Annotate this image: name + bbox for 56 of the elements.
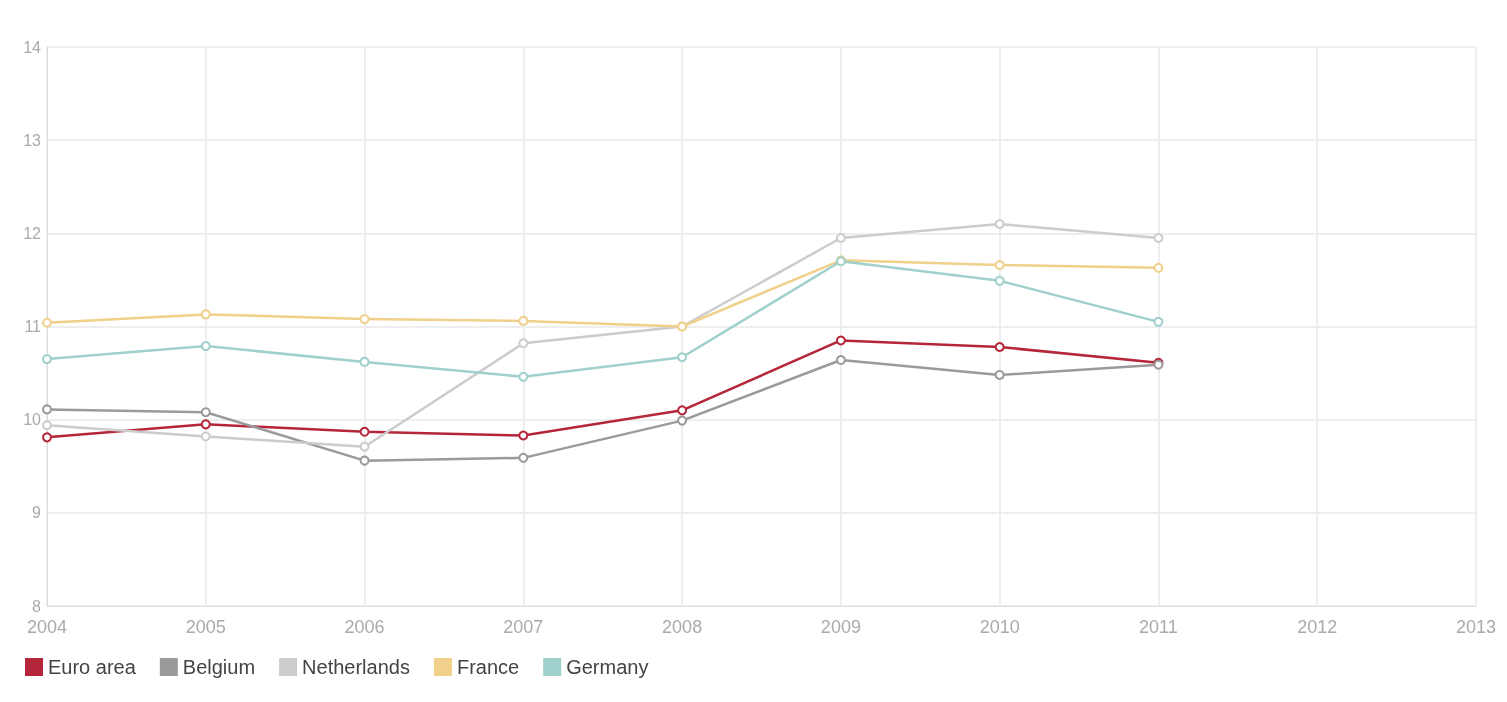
legend-label: Germany bbox=[566, 656, 649, 678]
x-tick-label: 2005 bbox=[185, 617, 226, 637]
point bbox=[42, 317, 52, 328]
point bbox=[1153, 316, 1164, 327]
point bbox=[1153, 232, 1164, 243]
point bbox=[200, 309, 211, 320]
x-tick-label: 2006 bbox=[344, 617, 385, 637]
point bbox=[835, 335, 846, 346]
y-tick-label: 11 bbox=[24, 318, 42, 335]
y-tick-label: 14 bbox=[23, 38, 42, 56]
point bbox=[518, 371, 529, 382]
point bbox=[677, 415, 688, 426]
legend-label: France bbox=[456, 656, 520, 678]
point bbox=[359, 314, 370, 325]
y-tick-label: 8 bbox=[32, 597, 42, 615]
point bbox=[359, 455, 370, 466]
point bbox=[835, 355, 846, 366]
point bbox=[994, 275, 1005, 286]
legend-label: Euro area bbox=[48, 656, 137, 678]
y-tick-label: 10 bbox=[23, 411, 42, 429]
point bbox=[42, 432, 52, 443]
y-tick-label: 13 bbox=[23, 131, 42, 149]
point bbox=[994, 219, 1005, 230]
point bbox=[200, 407, 211, 418]
x-tick-label: 2013 bbox=[1455, 617, 1497, 637]
point bbox=[518, 430, 529, 441]
point bbox=[42, 354, 52, 365]
point bbox=[200, 419, 211, 430]
point bbox=[42, 420, 52, 431]
point bbox=[518, 338, 529, 349]
point bbox=[200, 341, 211, 352]
point bbox=[994, 369, 1005, 380]
x-tick-label: 2009 bbox=[820, 617, 861, 637]
point bbox=[359, 426, 370, 437]
point bbox=[518, 452, 529, 463]
point bbox=[994, 342, 1005, 352]
x-tick-label: 2004 bbox=[26, 617, 68, 637]
point bbox=[1153, 262, 1164, 273]
x-tick-label: 2011 bbox=[1139, 617, 1178, 637]
point bbox=[359, 356, 370, 367]
legend-label: Belgium bbox=[182, 656, 256, 678]
x-tick-label: 2008 bbox=[662, 617, 703, 637]
point bbox=[994, 260, 1005, 271]
point bbox=[42, 404, 52, 415]
point bbox=[677, 405, 688, 416]
x-tick-label: 2007 bbox=[503, 617, 544, 637]
point bbox=[359, 441, 370, 452]
point bbox=[835, 232, 846, 243]
point bbox=[518, 315, 529, 326]
x-tick-label: 2012 bbox=[1297, 617, 1338, 637]
y-tick-label: 12 bbox=[23, 224, 42, 242]
x-tick-label: 2010 bbox=[979, 617, 1020, 637]
y-tick-label: 9 bbox=[32, 504, 42, 522]
point bbox=[677, 352, 688, 363]
legend-label: Netherlands bbox=[302, 656, 410, 678]
point bbox=[200, 431, 211, 442]
